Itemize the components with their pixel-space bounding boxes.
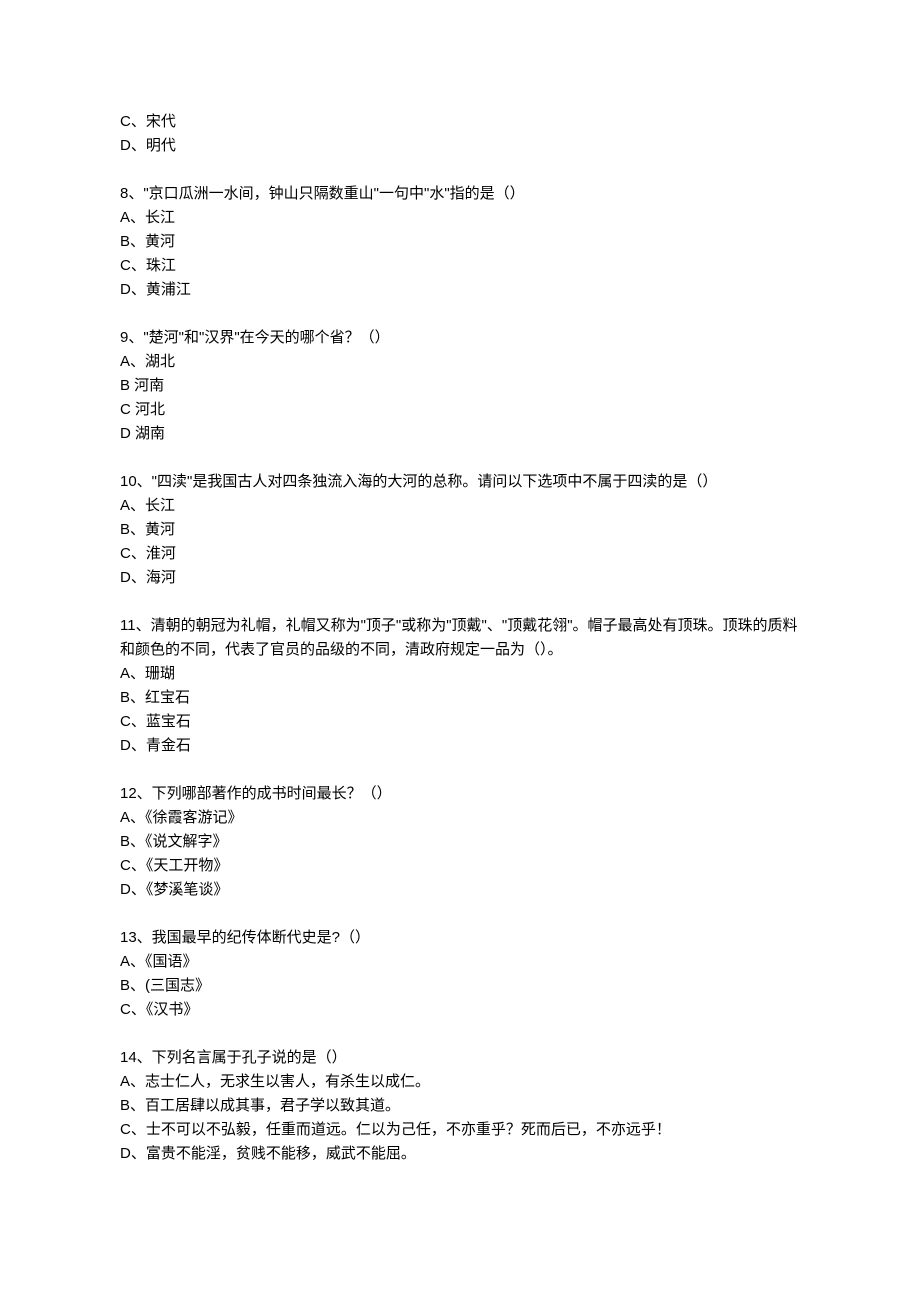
- question-option: B、红宝石: [120, 686, 800, 710]
- question-block: 12、下列哪部著作的成书时间最长？（）A、《徐霞客游记》B、《说文解字》C、《天…: [120, 782, 800, 902]
- question-block: 13、我国最早的纪传体断代史是?（）A、《国语》B、(三国志》C、《汉书》: [120, 926, 800, 1022]
- question-block: 11、清朝的朝冠为礼帽，礼帽又称为"顶子"或称为"顶戴"、"顶戴花翎"。帽子最高…: [120, 614, 800, 758]
- question-stem: 9、"楚河"和"汉界"在今天的哪个省？（）: [120, 326, 800, 350]
- question-option: C、《汉书》: [120, 998, 800, 1022]
- question-option: A、珊瑚: [120, 662, 800, 686]
- question-option: C、《天工开物》: [120, 854, 800, 878]
- question-block: 14、下列名言属于孔子说的是（）A、志士仁人，无求生以害人，有杀生以成仁。B、百…: [120, 1046, 800, 1166]
- question-option: C、淮河: [120, 542, 800, 566]
- question-option: B 河南: [120, 374, 800, 398]
- question-option: D、明代: [120, 134, 800, 158]
- question-option: D、黄浦江: [120, 278, 800, 302]
- question-option: C、蓝宝石: [120, 710, 800, 734]
- question-option: C 河北: [120, 398, 800, 422]
- question-option: D、青金石: [120, 734, 800, 758]
- question-option: A、湖北: [120, 350, 800, 374]
- question-option: A、《国语》: [120, 950, 800, 974]
- question-option: C、宋代: [120, 110, 800, 134]
- question-option: B、《说文解字》: [120, 830, 800, 854]
- question-block: C、宋代D、明代: [120, 110, 800, 158]
- question-option: A、志士仁人，无求生以害人，有杀生以成仁。: [120, 1070, 800, 1094]
- question-stem: 13、我国最早的纪传体断代史是?（）: [120, 926, 800, 950]
- question-option: A、长江: [120, 494, 800, 518]
- question-stem: 12、下列哪部著作的成书时间最长？（）: [120, 782, 800, 806]
- question-option: B、百工居肆以成其事，君子学以致其道。: [120, 1094, 800, 1118]
- question-option: A、《徐霞客游记》: [120, 806, 800, 830]
- question-block: 8、"京口瓜洲一水间，钟山只隔数重山"一句中"水"指的是（）A、长江B、黄河C、…: [120, 182, 800, 302]
- question-stem: 11、清朝的朝冠为礼帽，礼帽又称为"顶子"或称为"顶戴"、"顶戴花翎"。帽子最高…: [120, 614, 800, 662]
- question-option: A、长江: [120, 206, 800, 230]
- question-block: 10、"四渎"是我国古人对四条独流入海的大河的总称。请问以下选项中不属于四渎的是…: [120, 470, 800, 590]
- question-stem: 10、"四渎"是我国古人对四条独流入海的大河的总称。请问以下选项中不属于四渎的是…: [120, 470, 800, 494]
- question-option: C、珠江: [120, 254, 800, 278]
- question-option: D、海河: [120, 566, 800, 590]
- question-option: D、《梦溪笔谈》: [120, 878, 800, 902]
- question-option: D 湖南: [120, 422, 800, 446]
- question-stem: 8、"京口瓜洲一水间，钟山只隔数重山"一句中"水"指的是（）: [120, 182, 800, 206]
- question-option: B、(三国志》: [120, 974, 800, 998]
- question-option: B、黄河: [120, 230, 800, 254]
- question-option: C、士不可以不弘毅，任重而道远。仁以为己任，不亦重乎？死而后已，不亦远乎！: [120, 1118, 800, 1142]
- question-option: D、富贵不能淫，贫贱不能移，威武不能屈。: [120, 1142, 800, 1166]
- question-block: 9、"楚河"和"汉界"在今天的哪个省？（）A、湖北B 河南C 河北D 湖南: [120, 326, 800, 446]
- question-stem: 14、下列名言属于孔子说的是（）: [120, 1046, 800, 1070]
- question-option: B、黄河: [120, 518, 800, 542]
- document-body: C、宋代D、明代8、"京口瓜洲一水间，钟山只隔数重山"一句中"水"指的是（）A、…: [120, 110, 800, 1166]
